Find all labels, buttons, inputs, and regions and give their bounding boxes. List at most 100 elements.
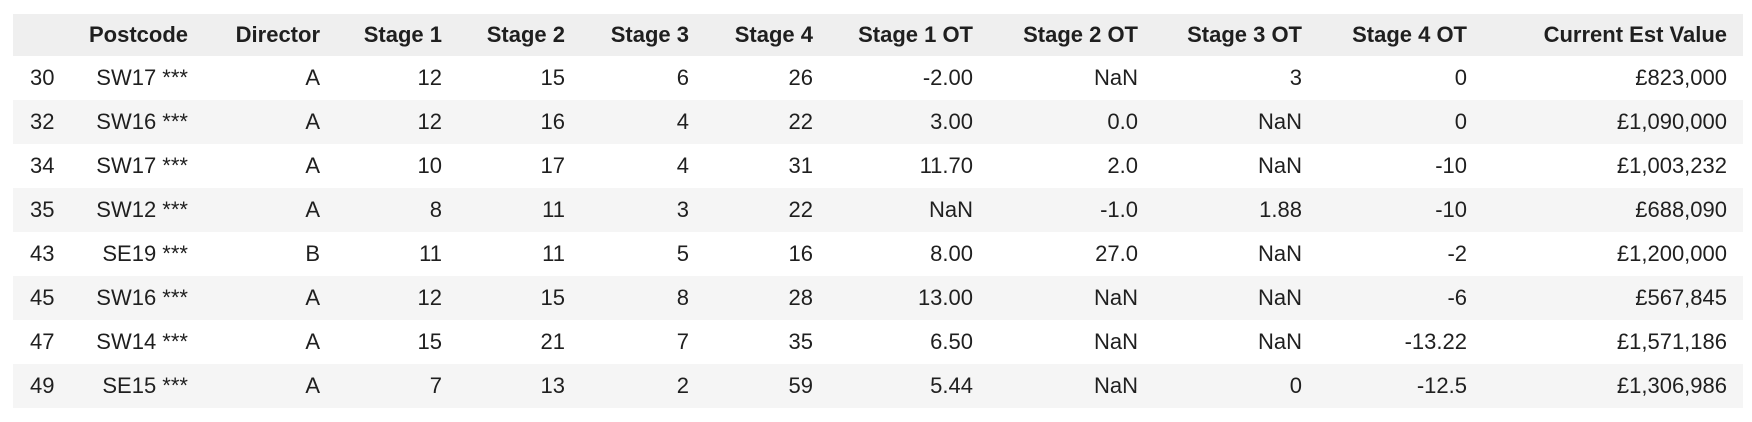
header-row: Postcode Director Stage 1 Stage 2 Stage … bbox=[13, 14, 1743, 56]
table-row: 30 SW17 *** A 12 15 6 26 -2.00 NaN 3 0 £823,000 bbox=[13, 56, 1743, 100]
cell-stage-1: 8 bbox=[429, 197, 442, 222]
cell-current-est-value: £1,571,186 bbox=[1616, 329, 1727, 354]
header-stage-3-ot: Stage 3 OT bbox=[1187, 22, 1302, 47]
cell-stage-1-ot: 6.50 bbox=[930, 329, 973, 354]
cell-stage-4: 16 bbox=[788, 241, 813, 266]
cell-postcode: SW16 *** bbox=[96, 109, 188, 134]
header-postcode: Postcode bbox=[88, 22, 188, 47]
cell-stage-4-ot: 0 bbox=[1454, 109, 1467, 134]
table-row: 45 SW16 *** A 12 15 8 28 13.00 NaN NaN -6 £567,845 bbox=[13, 276, 1743, 320]
cell-director: A bbox=[305, 197, 320, 222]
header-stage-4: Stage 4 bbox=[734, 22, 813, 47]
cell-stage-3-ot: 3 bbox=[1289, 65, 1302, 90]
cell-stage-3-ot: 1.88 bbox=[1259, 197, 1302, 222]
cell-director: A bbox=[305, 285, 320, 310]
cell-postcode: SW16 *** bbox=[96, 285, 188, 310]
cell-postcode: SE15 *** bbox=[102, 373, 188, 398]
table-body: 30 SW17 *** A 12 15 6 26 -2.00 NaN 3 0 £823,000 32 SW… bbox=[13, 56, 1743, 408]
cell-stage-1-ot: -2.00 bbox=[922, 65, 973, 90]
table-row: 49 SE15 *** A 7 13 2 59 5.44 NaN 0 -12.5 £1,306,986 bbox=[13, 364, 1743, 408]
cell-postcode: SW14 *** bbox=[96, 329, 188, 354]
header-stage-2-ot: Stage 2 OT bbox=[1023, 22, 1138, 47]
cell-stage-1-ot: 8.00 bbox=[930, 241, 973, 266]
cell-index: 32 bbox=[30, 109, 55, 134]
cell-postcode: SW12 *** bbox=[96, 197, 188, 222]
cell-current-est-value: £1,003,232 bbox=[1616, 153, 1727, 178]
cell-stage-1-ot: 3.00 bbox=[930, 109, 973, 134]
cell-director: A bbox=[305, 373, 320, 398]
cell-current-est-value: £1,090,000 bbox=[1616, 109, 1727, 134]
cell-stage-2: 15 bbox=[540, 285, 565, 310]
header-current-est-value: Current Est Value bbox=[1543, 22, 1727, 47]
cell-stage-2: 17 bbox=[540, 153, 565, 178]
cell-stage-2: 16 bbox=[540, 109, 565, 134]
cell-stage-1-ot: 13.00 bbox=[917, 285, 973, 310]
cell-stage-3: 4 bbox=[676, 109, 689, 134]
header-stage-3: Stage 3 bbox=[610, 22, 689, 47]
cell-stage-2: 11 bbox=[542, 197, 565, 222]
cell-stage-2: 11 bbox=[542, 241, 565, 266]
cell-stage-2-ot: 2.0 bbox=[1107, 153, 1138, 178]
table-row: 35 SW12 *** A 8 11 3 22 NaN -1.0 1.88 -10 £688,090 bbox=[13, 188, 1743, 232]
cell-index: 35 bbox=[30, 197, 55, 222]
cell-current-est-value: £823,000 bbox=[1635, 65, 1727, 90]
table-row: 32 SW16 *** A 12 16 4 22 3.00 0.0 NaN 0 £1,090,000 bbox=[13, 100, 1743, 144]
table-row: 43 SE19 *** B 11 11 5 16 8.00 27.0 NaN -2 £1,200,00… bbox=[13, 232, 1743, 276]
header-stage-1: Stage 1 bbox=[363, 22, 442, 47]
cell-stage-4: 22 bbox=[788, 109, 813, 134]
header-stage-2: Stage 2 bbox=[486, 22, 565, 47]
cell-stage-4: 28 bbox=[788, 285, 813, 310]
cell-stage-1: 12 bbox=[417, 285, 442, 310]
cell-stage-3: 2 bbox=[676, 373, 689, 398]
cell-stage-4-ot: -2 bbox=[1447, 241, 1467, 266]
cell-current-est-value: £1,306,986 bbox=[1616, 373, 1727, 398]
table-row: 34 SW17 *** A 10 17 4 31 11.70 2.0 NaN -10 £1,003,2… bbox=[13, 144, 1743, 188]
cell-stage-2: 15 bbox=[540, 65, 565, 90]
cell-stage-4: 31 bbox=[788, 153, 813, 178]
cell-stage-4: 22 bbox=[788, 197, 813, 222]
cell-index: 47 bbox=[30, 329, 55, 354]
cell-index: 49 bbox=[30, 373, 55, 398]
cell-stage-3: 5 bbox=[676, 241, 689, 266]
cell-postcode: SE19 *** bbox=[102, 241, 188, 266]
cell-stage-1-ot: NaN bbox=[928, 197, 973, 222]
cell-stage-4-ot: 0 bbox=[1454, 65, 1467, 90]
cell-index: 45 bbox=[30, 285, 55, 310]
cell-stage-4-ot: -13.22 bbox=[1404, 329, 1467, 354]
cell-stage-2: 21 bbox=[540, 329, 565, 354]
cell-index: 30 bbox=[30, 65, 55, 90]
cell-director: A bbox=[305, 109, 320, 134]
cell-stage-4: 26 bbox=[788, 65, 813, 90]
cell-stage-3: 7 bbox=[676, 329, 689, 354]
cell-stage-3-ot: NaN bbox=[1257, 285, 1302, 310]
cell-stage-3: 8 bbox=[676, 285, 689, 310]
cell-stage-2-ot: 27.0 bbox=[1095, 241, 1138, 266]
cell-stage-1: 11 bbox=[419, 241, 442, 266]
cell-stage-2: 13 bbox=[540, 373, 565, 398]
cell-index: 34 bbox=[30, 153, 55, 178]
cell-stage-2-ot: -1.0 bbox=[1100, 197, 1138, 222]
cell-director: A bbox=[305, 153, 320, 178]
cell-postcode: SW17 *** bbox=[96, 153, 188, 178]
header-index bbox=[13, 14, 75, 56]
cell-director: A bbox=[305, 65, 320, 90]
cell-stage-3: 6 bbox=[676, 65, 689, 90]
header-director: Director bbox=[235, 22, 320, 47]
header-stage-4-ot: Stage 4 OT bbox=[1352, 22, 1467, 47]
cell-stage-3-ot: NaN bbox=[1257, 153, 1302, 178]
cell-stage-3-ot: NaN bbox=[1257, 109, 1302, 134]
cell-stage-1: 15 bbox=[417, 329, 442, 354]
cell-stage-2-ot: NaN bbox=[1093, 373, 1138, 398]
cell-stage-1-ot: 11.70 bbox=[919, 153, 973, 178]
cell-stage-3-ot: NaN bbox=[1257, 329, 1302, 354]
cell-stage-4-ot: -12.5 bbox=[1416, 373, 1467, 398]
cell-stage-2-ot: NaN bbox=[1093, 65, 1138, 90]
cell-director: A bbox=[305, 329, 320, 354]
cell-stage-3-ot: 0 bbox=[1289, 373, 1302, 398]
cell-current-est-value: £567,845 bbox=[1635, 285, 1727, 310]
cell-stage-3: 4 bbox=[676, 153, 689, 178]
cell-stage-1: 7 bbox=[429, 373, 442, 398]
cell-stage-1: 10 bbox=[417, 153, 442, 178]
dataframe-container: Postcode Director Stage 1 Stage 2 Stage … bbox=[13, 14, 1743, 408]
cell-current-est-value: £1,200,000 bbox=[1616, 241, 1727, 266]
